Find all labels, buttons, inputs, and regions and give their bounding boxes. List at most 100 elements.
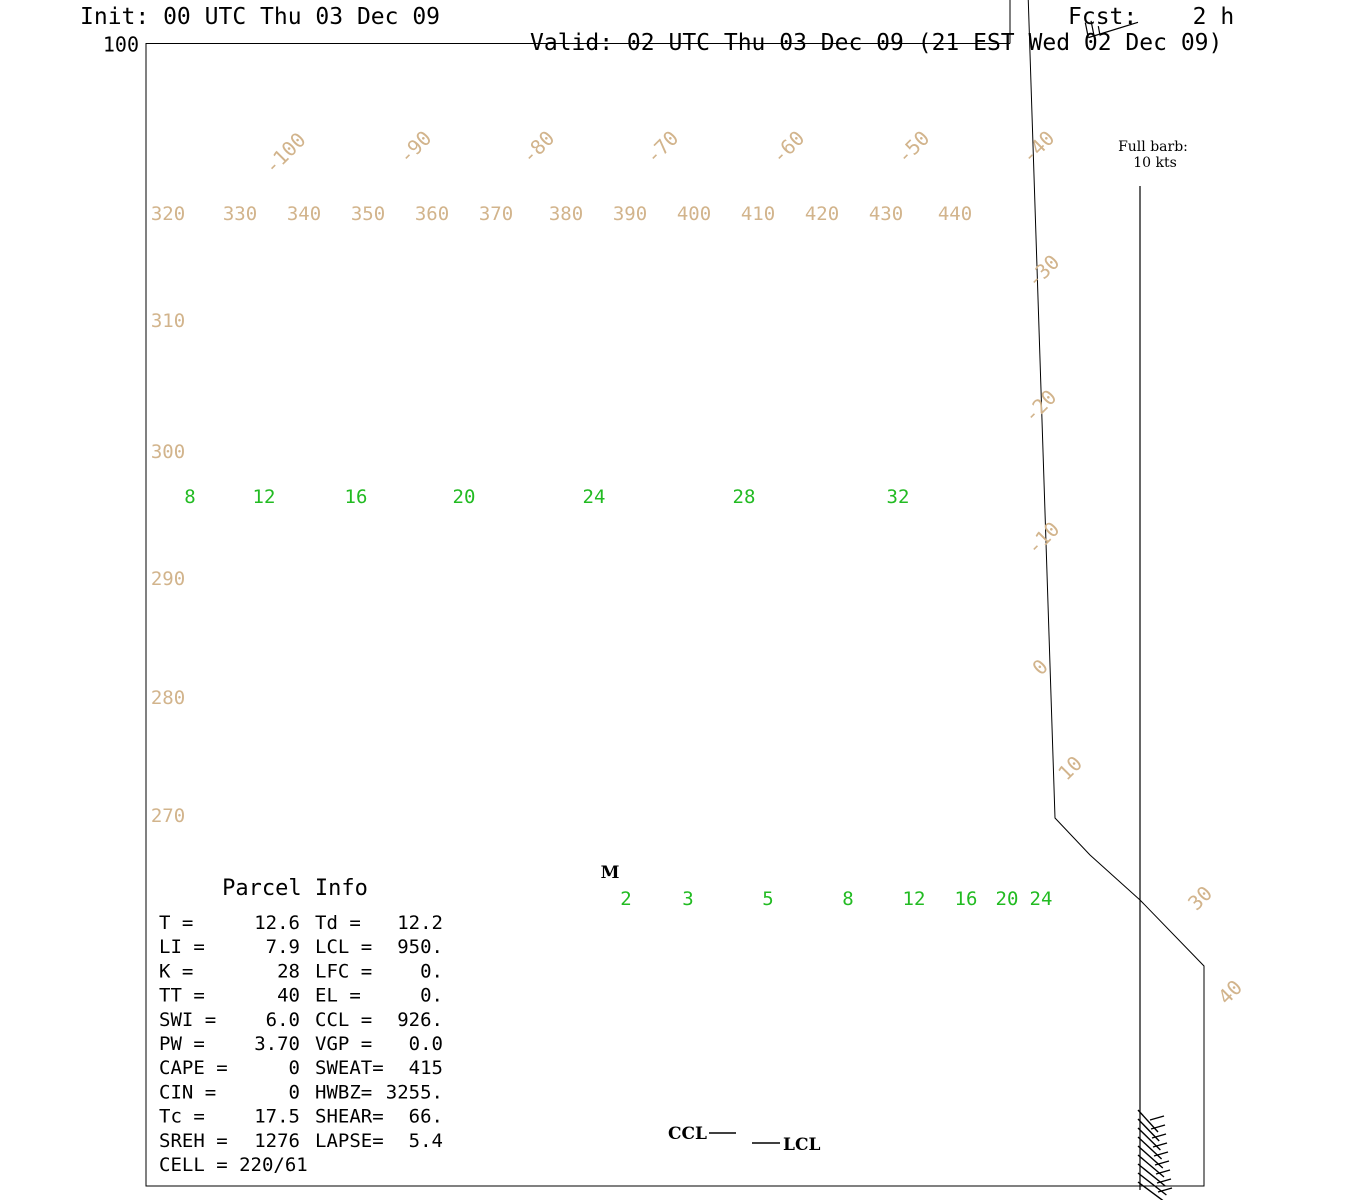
axis-labels: 1001502002503004005007008509251000-100-9… [103,33,1247,1010]
moist-adiabat-label: 12 [253,486,276,508]
parcel-info-label: LCL = [315,936,372,958]
theta-label: 380 [549,203,583,225]
isotherm-label: -70 [641,126,684,169]
theta-label: 440 [938,203,972,225]
parcel-info-label: Td = [315,912,361,934]
theta-label: 340 [287,203,321,225]
parcel-info-label: CCL = [315,1009,372,1031]
isotherm-line [0,0,585,44]
parcel-info-value: 0. [420,985,443,1007]
parcel-info-value: 66. [409,1106,443,1128]
parcel-info-value: 7.9 [266,936,300,958]
dry-adiabat-line [0,0,1350,44]
isotherm-label: 0 [1027,654,1052,679]
isotherm-label: -20 [1019,385,1062,428]
parcel-info-value: 0.0 [409,1033,443,1055]
dry-adiabat-line [0,0,513,44]
isotherm-lines [0,0,970,44]
dry-adiabat-line [0,0,348,44]
barb-feather [1156,1178,1172,1184]
moist-adiabat-label: 24 [583,486,606,508]
isotherm-line [0,0,200,44]
mixing-ratio-label: 12 [903,888,926,910]
isotherm-label: -100 [260,128,311,179]
level-markers: M CCL LCL [601,863,821,1155]
theta-label: 320 [151,203,185,225]
parcel-info-panel: Parcel Info T = 12.6 Td = 12.2 LI = 7.9 LCL = 95… [159,876,443,1176]
barb-shaft [1088,21,1139,39]
isotherm-label: -90 [394,126,437,169]
parcel-info-title: Parcel Info [222,876,368,901]
parcel-info-label: SHEAR= [315,1106,384,1128]
theta-label: 280 [151,687,185,709]
parcel-info-label: CAPE = [159,1057,228,1079]
max-wind-marker: M [601,863,620,883]
dry-adiabat-line [0,0,568,44]
dry-adiabat-line [0,0,1063,44]
theta-label: 410 [741,203,775,225]
mixing-ratio-label: 5 [762,888,773,910]
parcel-info-label: TT = [159,985,205,1007]
parcel-info-value: 28 [277,960,300,982]
parcel-info-value: 40 [277,985,300,1007]
isotherm-label: -30 [1022,250,1065,293]
mixing-ratio-label: 3 [682,888,693,910]
mixing-ratio-label: 24 [1030,888,1053,910]
isotherm-line [0,0,475,44]
parcel-info-value: 3.70 [254,1033,300,1055]
theta-label: 360 [415,203,449,225]
parcel-info-value: 0 [289,1057,300,1079]
isotherm-line [0,0,365,44]
dry-adiabat-line [0,0,1350,44]
barb-half-feather [1097,26,1101,35]
isotherm-label: -60 [767,126,810,169]
dry-adiabat-line [0,0,1350,44]
parcel-info-label: K = [159,960,193,982]
mixing-ratio-label: 16 [955,888,978,910]
barb-feather [1084,22,1089,38]
mixing-ratio-label: 8 [842,888,853,910]
barb-feather [1149,1115,1165,1121]
parcel-info-label: SREH = [159,1130,228,1152]
isotherm-line [0,0,310,44]
dry-adiabat-lines [0,0,1350,44]
parcel-info-label: CIN = [159,1081,216,1103]
isotherm-line [0,0,420,44]
dry-adiabat-line [0,0,1350,44]
isotherm-line [0,0,530,44]
parcel-info-value: 3255. [386,1081,443,1103]
dry-adiabat-line [0,0,1350,44]
wind-barb [1137,1181,1164,1200]
theta-label: 430 [869,203,903,225]
dry-adiabat-line [0,0,1173,44]
dry-adiabat-line [0,0,1338,44]
dry-adiabat-line [0,0,623,44]
parcel-info-value: 17.5 [254,1106,300,1128]
mixing-ratio-label: 20 [996,888,1019,910]
parcel-info-value: 5.4 [409,1130,443,1152]
dry-adiabat-line [0,0,1228,44]
theta-label: 390 [613,203,647,225]
parcel-info-value: 0. [420,960,443,982]
parcel-info-label: LI = [159,936,205,958]
theta-label: 300 [151,441,185,463]
theta-label: 310 [151,310,185,332]
dry-adiabat-line [0,0,1350,44]
isotherm-label: -40 [1017,126,1060,169]
parcel-info-label: HWBZ= [315,1081,372,1103]
moist-adiabat-label: 28 [733,486,756,508]
surface-barb-cluster [1137,1109,1173,1200]
moist-adiabat-label: 32 [887,486,910,508]
isotherm-label: -10 [1022,517,1065,560]
dry-adiabat-line [0,0,1008,44]
parcel-info-value: 12.6 [254,912,300,934]
barb-feather [1151,1133,1167,1139]
isotherm-line [0,0,970,44]
barb-legend-line2: 10 kts [1133,155,1177,171]
isotherm-label: 10 [1053,751,1087,785]
barb-feather [1150,1124,1166,1130]
wind-barb [1084,20,1139,39]
parcel-info-label: SWI = [159,1009,216,1031]
theta-label: 330 [223,203,257,225]
